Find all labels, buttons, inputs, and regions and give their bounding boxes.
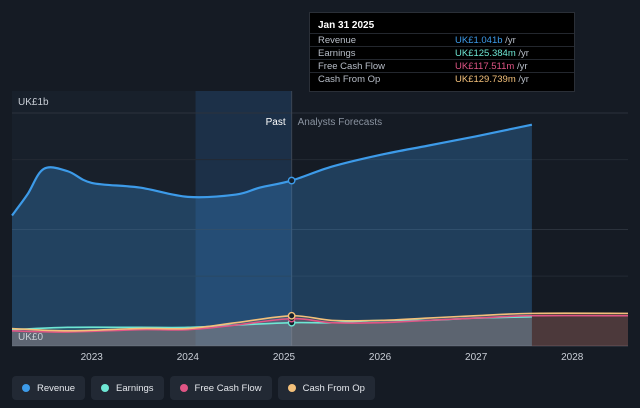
chart-markers	[287, 176, 296, 327]
legend-dot-icon	[179, 384, 188, 392]
legend-label: Earnings	[116, 382, 154, 394]
legend: Revenue Earnings Free Cash Flow Cash Fro…	[12, 376, 375, 400]
x-tick-label: 2023	[81, 352, 104, 363]
tooltip-label: Revenue	[318, 35, 357, 46]
chart-areas	[12, 124, 628, 347]
tooltip-date: Jan 31 2025	[318, 20, 375, 31]
tooltip: Jan 31 2025 Revenue UK£1.041b /yr Earnin…	[309, 12, 575, 92]
tooltip-row-earnings: Earnings UK£125.384m /yr	[310, 46, 574, 60]
x-tick-label: 2027	[465, 352, 488, 363]
legend-dot-icon	[101, 384, 110, 392]
tooltip-unit: /yr	[514, 61, 528, 72]
tooltip-unit: /yr	[515, 48, 529, 59]
y-axis-bottom-label: UK£0	[18, 332, 43, 343]
highlight-region	[195, 91, 292, 346]
tooltip-value-wrap: UK£1.041b /yr	[455, 35, 516, 46]
tooltip-value: UK£125.384m	[455, 48, 516, 59]
tooltip-row-free-cash-flow: Free Cash Flow UK£117.511m /yr	[310, 59, 574, 73]
past-label: Past	[266, 117, 286, 128]
tooltip-value: UK£129.739m	[455, 74, 516, 85]
legend-dot-icon	[22, 384, 30, 392]
x-tick-label: 2025	[273, 352, 296, 363]
legend-label: Cash From Op	[302, 382, 365, 394]
legend-label: Revenue	[37, 382, 76, 394]
x-tick-label: 2028	[561, 352, 584, 363]
legend-item-cash-from-op[interactable]: Cash From Op	[277, 376, 375, 400]
chart-grid	[12, 91, 628, 347]
tooltip-label: Earnings	[318, 48, 356, 59]
x-tick-label: 2024	[177, 352, 200, 363]
marker-revenue	[287, 176, 296, 185]
y-axis-top-label: UK£1b	[18, 97, 49, 108]
tooltip-label: Cash From Op	[318, 74, 381, 85]
tooltip-label: Free Cash Flow	[318, 61, 386, 72]
tooltip-value: UK£1.041b	[455, 35, 503, 46]
area-revenue	[12, 124, 532, 347]
legend-item-free-cash-flow[interactable]: Free Cash Flow	[169, 376, 272, 400]
tooltip-unit: /yr	[502, 35, 516, 46]
area-free-cash-flow	[12, 315, 628, 346]
tooltip-value-wrap: UK£117.511m /yr	[455, 61, 528, 72]
area-cash-from-op	[12, 313, 628, 346]
forecast-label: Analysts Forecasts	[298, 117, 382, 128]
line-cash-from-op	[11, 312, 629, 332]
line-free-cash-flow	[11, 314, 629, 333]
line-revenue	[11, 123, 533, 217]
tooltip-value-wrap: UK£129.739m /yr	[455, 74, 529, 85]
x-tick-label: 2026	[369, 352, 392, 363]
area-earnings	[12, 316, 532, 346]
tooltip-row-revenue: Revenue UK£1.041b /yr	[310, 33, 574, 47]
tooltip-unit: /yr	[515, 74, 529, 85]
legend-label: Free Cash Flow	[194, 382, 262, 394]
chart-labels: UK£1b UK£0 2023 2024 2025 2026 2027 2028 Past Ana…	[18, 97, 584, 363]
tooltip-value-wrap: UK£125.384m /yr	[455, 48, 529, 59]
marker-cash-from-op	[287, 311, 296, 320]
legend-dot-icon	[287, 384, 296, 392]
chart-background	[12, 91, 292, 346]
tooltip-row-cash-from-op: Cash From Op UK£129.739m /yr	[310, 72, 574, 86]
tooltip-value: UK£117.511m	[455, 61, 515, 72]
legend-item-earnings[interactable]: Earnings	[91, 376, 164, 400]
legend-item-revenue[interactable]: Revenue	[12, 376, 86, 400]
